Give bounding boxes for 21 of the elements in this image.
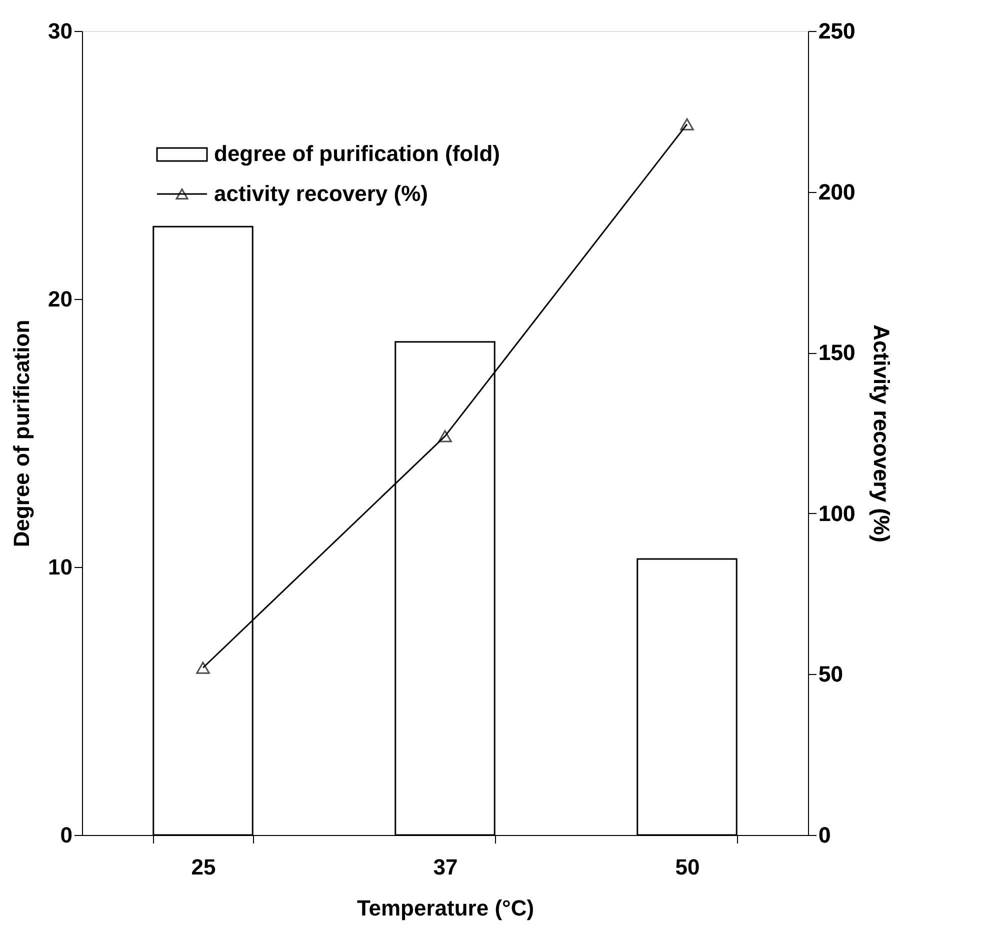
y-tick-label: 20 (48, 286, 72, 312)
point (196, 662, 210, 674)
x-axis-title: Temperature (°C) (356, 896, 534, 920)
x-tick-label: 37 (433, 854, 458, 880)
legend-label: degree of purification (fold) (214, 141, 500, 166)
y-axis-title: Degree of purification (9, 320, 34, 548)
y2-axis-title: Activity recovery (%) (869, 324, 894, 542)
y2-tick-label: 150 (818, 340, 856, 366)
y-tick-label: 30 (48, 18, 72, 44)
x-tick-label: 25 (191, 854, 216, 880)
y2-tick-label: 50 (818, 662, 843, 687)
y2-tick-label: 250 (818, 18, 856, 44)
y2-tick-label: 200 (818, 179, 856, 204)
y2-tick-label: 0 (818, 822, 831, 848)
y2-tick-label: 100 (818, 500, 856, 526)
legend-label: activity recovery (%) (214, 181, 428, 206)
point (680, 118, 694, 130)
y-tick-label: 10 (48, 554, 72, 580)
point (438, 430, 452, 442)
x-tick-label: 50 (675, 854, 700, 880)
y-tick-label: 0 (60, 822, 72, 848)
